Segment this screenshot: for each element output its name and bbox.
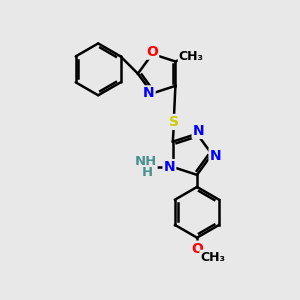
- Text: N: N: [193, 124, 204, 138]
- Text: N: N: [210, 149, 221, 163]
- Text: O: O: [191, 242, 203, 256]
- Text: S: S: [169, 115, 179, 129]
- Text: CH₃: CH₃: [179, 50, 204, 63]
- Text: NH: NH: [134, 155, 157, 168]
- Text: CH₃: CH₃: [200, 251, 225, 264]
- Text: H: H: [142, 166, 153, 179]
- Text: O: O: [146, 45, 158, 59]
- Text: N: N: [143, 86, 154, 100]
- Text: N: N: [164, 160, 175, 174]
